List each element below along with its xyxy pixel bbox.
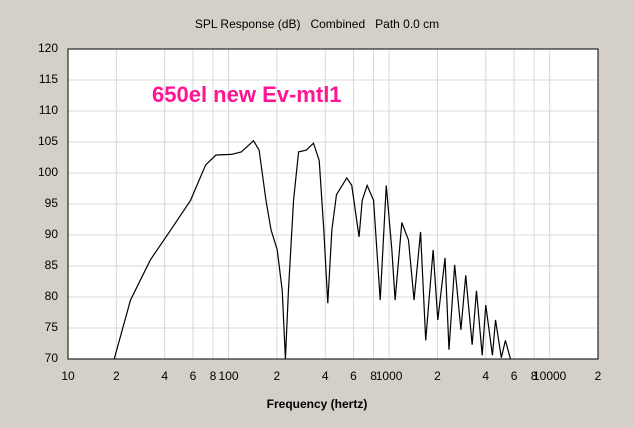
y-tick-label: 75 — [45, 320, 59, 334]
line-series — [113, 139, 512, 359]
y-tick-label: 120 — [38, 41, 58, 55]
x-tick-label: 4 — [482, 369, 489, 383]
x-tick-label: 10000 — [533, 369, 567, 383]
y-tick-label: 90 — [45, 227, 59, 241]
x-tick-label: 8 — [210, 369, 217, 383]
y-tick-label: 105 — [38, 134, 58, 148]
y-tick-label: 80 — [45, 289, 59, 303]
y-tick-label: 115 — [39, 72, 58, 86]
x-tick-label: 4 — [161, 369, 168, 383]
x-tick-label: 10 — [61, 369, 75, 383]
x-tick-label: 6 — [350, 369, 357, 383]
x-tick-label: 100 — [219, 369, 239, 383]
y-tick-label: 85 — [45, 258, 59, 272]
x-tick-label: 8 — [370, 369, 377, 383]
x-axis-label: Frequency (hertz) — [267, 397, 368, 411]
y-tick-label: 95 — [45, 196, 59, 210]
annotation: 650el new Ev-mtl1 — [152, 82, 342, 107]
x-tick-label: 2 — [113, 369, 120, 383]
x-tick-label: 2 — [595, 369, 602, 383]
y-tick-label: 110 — [39, 103, 58, 117]
x-tick-label: 2 — [434, 369, 441, 383]
x-tick-label: 1000 — [376, 369, 403, 383]
y-tick-label: 70 — [45, 351, 59, 365]
plot-border — [67, 48, 599, 360]
x-tick-label: 4 — [322, 369, 329, 383]
x-tick-label: 6 — [190, 369, 197, 383]
chart-title: SPL Response (dB) Combined Path 0.0 cm — [195, 17, 439, 31]
y-tick-label: 100 — [38, 165, 58, 179]
x-tick-label: 2 — [274, 369, 281, 383]
x-tick-label: 6 — [511, 369, 518, 383]
x-tick-label: 8 — [531, 369, 538, 383]
